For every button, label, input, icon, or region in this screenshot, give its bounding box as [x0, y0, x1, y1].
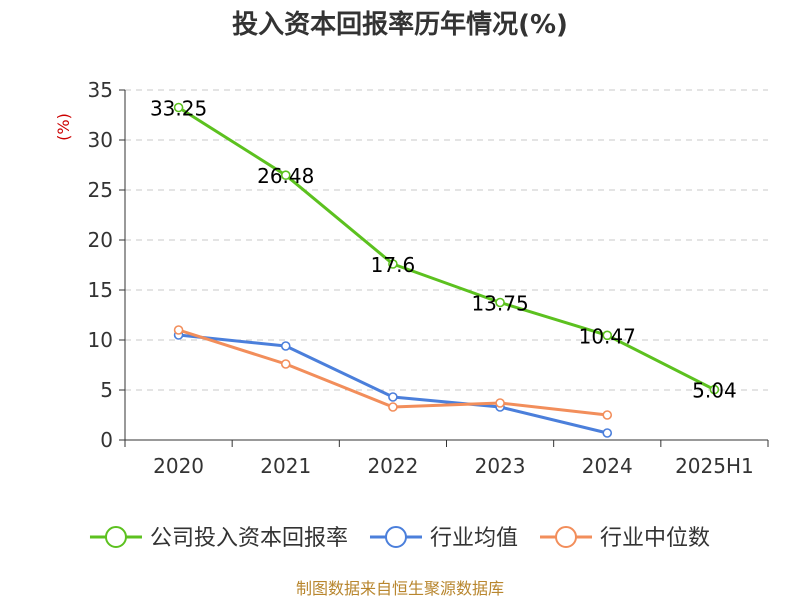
series-1	[173, 330, 613, 438]
x-tick-label: 2020	[153, 454, 204, 478]
legend-label: 行业中位数	[600, 526, 710, 551]
data-point[interactable]	[388, 259, 398, 269]
x-tick-label: 2024	[582, 454, 633, 478]
legend-item[interactable]: 行业中位数	[540, 526, 710, 551]
data-point[interactable]	[602, 330, 613, 341]
axes: 0 5 10 15 20 25 30 35 2020 2021 2022 2023 2024 2025H1	[88, 78, 769, 478]
x-tick-label: 2022	[367, 454, 418, 478]
data-label: 17.6	[371, 253, 416, 277]
legend-label: 公司投入资本回报率	[150, 526, 348, 551]
legend-item[interactable]: 行业均值	[369, 526, 518, 551]
y-tick-label: 0	[100, 428, 113, 452]
source-note: 制图数据来自恒生聚源数据库	[296, 579, 504, 598]
data-point[interactable]	[173, 102, 184, 113]
legend-label: 行业均值	[430, 526, 518, 551]
y-tick-label: 10	[88, 328, 113, 352]
data-point[interactable]	[280, 170, 291, 180]
data-label: 13.75	[471, 292, 528, 316]
data-point[interactable]	[280, 341, 291, 351]
data-label: 33.25	[150, 97, 207, 121]
data-point[interactable]	[388, 402, 398, 412]
y-tick-label: 35	[88, 78, 113, 102]
x-tick-label: 2025H1	[675, 454, 754, 478]
data-label: 5.04	[692, 379, 737, 403]
series-0: 33.25 26.48 17.6 13.75 10.47 5.04	[150, 97, 737, 403]
series-group: 33.25 26.48 17.6 13.75 10.47 5.04	[150, 97, 737, 438]
legend-marker-icon	[384, 526, 407, 548]
series-2	[173, 325, 613, 420]
legend[interactable]: 公司投入资本回报率 行业均值 行业中位数	[89, 526, 710, 551]
y-tick-label: 5	[100, 378, 113, 402]
grid-lines	[125, 89, 768, 391]
data-point[interactable]	[602, 410, 613, 420]
data-point[interactable]	[495, 297, 505, 308]
y-tick-label: 20	[88, 228, 113, 252]
y-axis-label: (%)	[54, 113, 73, 141]
x-tick-label: 2021	[260, 454, 311, 478]
data-point[interactable]	[602, 428, 613, 438]
data-label: 26.48	[257, 164, 314, 188]
data-label: 10.47	[579, 324, 636, 348]
x-tick-label: 2023	[475, 454, 526, 478]
data-point[interactable]	[173, 325, 184, 335]
series-line	[177, 106, 716, 391]
data-point[interactable]	[709, 384, 720, 395]
legend-item[interactable]: 公司投入资本回报率	[89, 526, 348, 551]
y-tick-label: 30	[88, 128, 113, 152]
chart-title: 投入资本回报率历年情况(%)	[232, 9, 568, 40]
legend-marker-icon	[104, 526, 127, 548]
legend-marker-icon	[555, 526, 578, 548]
data-point[interactable]	[495, 398, 505, 408]
data-point[interactable]	[388, 392, 398, 402]
y-tick-label: 25	[88, 178, 113, 202]
y-tick-label: 15	[88, 278, 113, 302]
data-point[interactable]	[280, 359, 291, 369]
